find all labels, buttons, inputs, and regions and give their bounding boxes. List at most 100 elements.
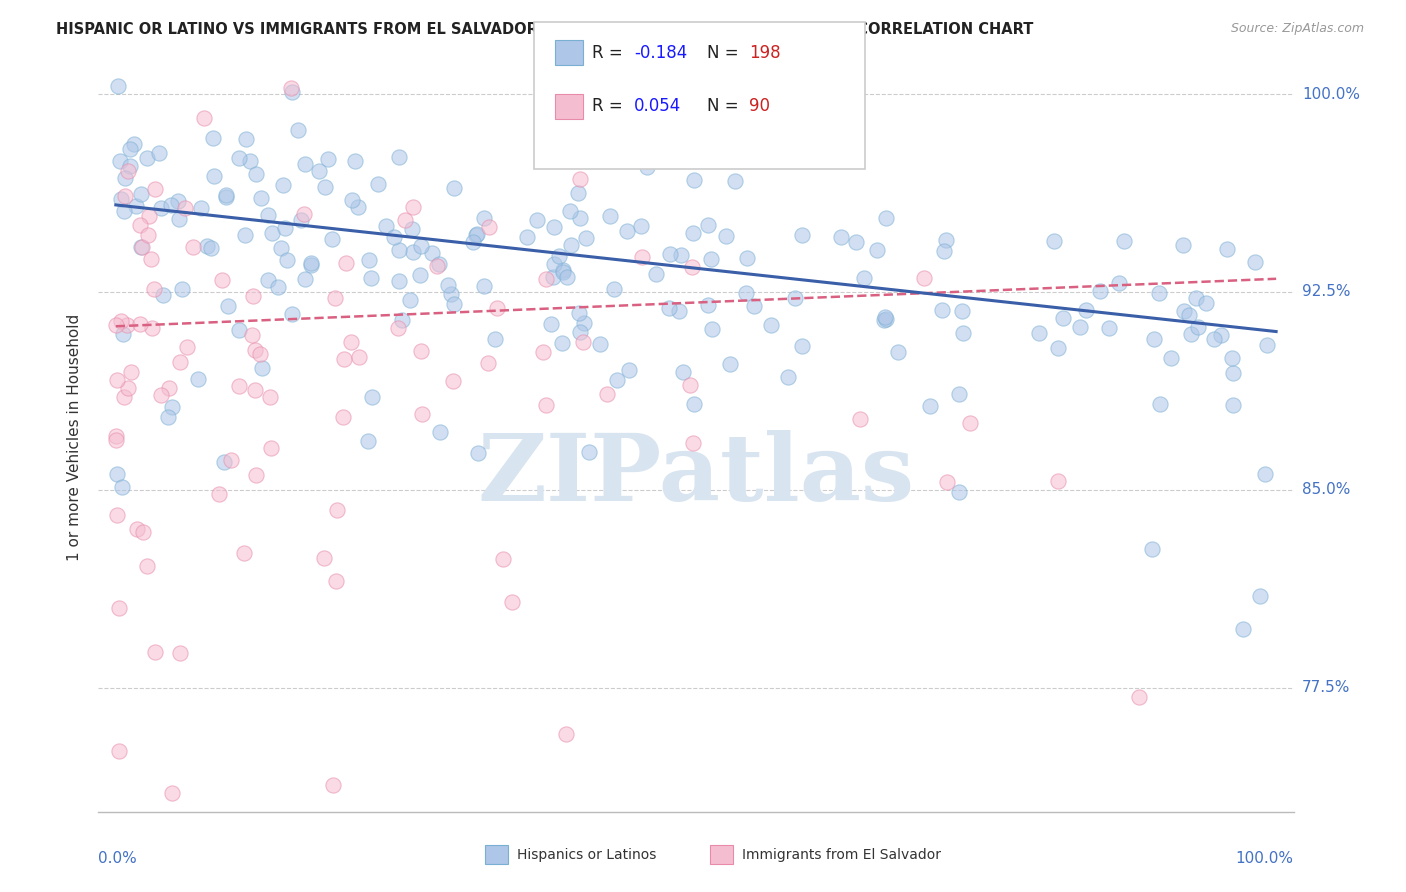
Point [217,300,239,314]
Point [391,313,413,327]
Point [485,301,508,315]
Point [357,434,380,449]
Point [228,151,250,165]
Point [551,264,574,278]
Point [399,293,422,307]
Point [152,287,174,301]
Point [357,252,380,267]
Point [111,480,134,494]
Point [575,230,598,244]
Point [1180,327,1202,342]
Point [796,153,818,167]
Point [478,219,501,234]
Point [630,219,652,234]
Point [347,351,370,365]
Point [1149,397,1171,411]
Point [443,297,465,311]
Point [569,172,592,186]
Point [108,601,131,615]
Point [1249,590,1271,604]
Point [104,429,127,443]
Point [114,171,136,186]
Point [110,192,132,206]
Point [672,365,695,379]
Point [658,301,681,315]
Point [174,201,197,215]
Point [245,468,267,483]
Point [169,355,191,369]
Point [187,371,209,385]
Point [316,152,339,166]
Point [1220,351,1243,365]
Point [551,263,574,277]
Point [742,299,765,313]
Text: R =: R = [592,97,628,115]
Point [202,169,225,184]
Point [117,163,139,178]
Point [426,260,449,274]
Point [105,318,128,333]
Point [723,174,745,188]
Point [1147,286,1170,301]
Point [682,397,704,411]
Point [250,361,273,376]
Point [276,253,298,268]
Point [617,362,640,376]
Point [792,228,814,243]
Point [682,227,704,241]
Point [440,286,463,301]
Point [215,187,238,202]
Point [160,198,183,212]
Point [281,307,304,321]
Point [441,374,464,388]
Point [1112,234,1135,248]
Point [242,288,264,302]
Point [245,167,267,181]
Point [402,244,425,259]
Point [543,256,565,270]
Point [550,335,572,350]
Point [181,240,204,254]
Point [671,248,693,262]
Point [865,244,887,258]
Point [361,390,384,404]
Point [228,378,250,392]
Point [920,399,942,413]
Point [714,229,737,244]
Point [150,201,173,215]
Point [932,244,955,258]
Point [148,146,170,161]
Point [534,398,557,412]
Point [1052,311,1074,326]
Point [176,340,198,354]
Point [235,132,257,146]
Point [314,180,336,194]
Point [322,778,344,792]
Point [555,727,578,741]
Point [259,390,281,404]
Point [219,452,242,467]
Point [603,282,626,296]
Point [382,229,405,244]
Point [274,221,297,235]
Text: Source: ZipAtlas.com: Source: ZipAtlas.com [1230,22,1364,36]
Point [104,434,127,448]
Text: Hispanics or Latinos: Hispanics or Latinos [517,847,657,862]
Point [735,286,758,301]
Point [388,243,411,257]
Point [644,267,666,281]
Point [1204,332,1226,346]
Point [388,274,411,288]
Point [472,211,495,226]
Point [484,333,506,347]
Point [105,508,128,522]
Point [589,337,612,351]
Point [107,79,129,94]
Point [374,219,396,234]
Point [1043,235,1066,249]
Point [790,339,813,353]
Point [112,327,135,342]
Point [560,204,582,219]
Text: 198: 198 [749,44,780,62]
Text: 100.0%: 100.0% [1302,87,1360,102]
